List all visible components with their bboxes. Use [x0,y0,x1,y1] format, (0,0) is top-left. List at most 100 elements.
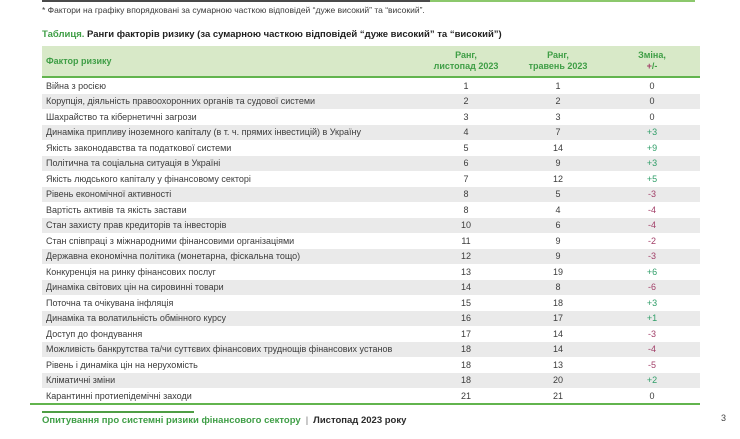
risk-factor-label: Війна з росією [46,80,106,91]
rank-november-value: 13 [460,266,471,277]
change-value: -2 [647,235,656,246]
table-row: Стан захисту прав кредиторів та інвестор… [42,217,700,233]
rank-november-value: 12 [460,251,471,262]
rank-november-value: 1 [463,80,469,91]
change-value: 0 [649,111,655,122]
rank-may-value: 3 [555,111,561,122]
risk-factor-label: Динаміка та волатильність обмінного курс… [46,313,226,324]
rank-november-value: 21 [460,390,471,401]
rank-may-value: 13 [552,359,563,370]
change-value: +2 [646,375,658,386]
rank-november-value: 3 [463,111,469,122]
chart-axis-line-fragment [42,0,430,2]
change-value: -3 [647,328,656,339]
rank-november-value: 10 [460,220,471,231]
table-row: Якість людського капіталу у фінансовому … [42,171,700,187]
footer-accent-line [42,411,194,413]
column-header-rank-november: Ранг, листопад 2023 [433,50,499,71]
change-slash-minus: /- [651,61,658,71]
change-value: +9 [646,142,658,153]
table-row: Стан співпраці з міжнародними фінансовим… [42,233,700,249]
rank-may-value: 9 [555,158,561,169]
rank-november-value: 7 [463,173,469,184]
footer-period: Листопад 2023 року [313,415,407,426]
change-value: -6 [647,282,656,293]
page-number: 3 [720,413,726,423]
table-row: Корупція, діяльність правоохоронних орга… [42,93,700,109]
risk-factor-label: Можливість банкрутства та/чи суттєвих фі… [46,344,393,355]
table-row: Вартість активів та якість застави 8 4 -… [42,202,700,218]
change-value: +6 [646,266,658,277]
change-value: +3 [646,127,658,138]
page-footer: Опитування про системні ризики фінансово… [42,415,406,426]
risk-factor-label: Вартість активів та якість застави [46,204,187,215]
table-row: Поточна та очікувана інфляція 15 18 +3 [42,295,700,311]
table-row: Політична та соціальна ситуація в Україн… [42,155,700,171]
table-row: Державна економічна політика (монетарна,… [42,248,700,264]
column-header-factor: Фактор ризику [46,56,112,66]
rank-may-value: 8 [555,282,561,293]
change-value: +3 [646,297,658,308]
rank-may-value: 14 [552,344,563,355]
table-row: Динаміка світових цін на сировинні товар… [42,279,700,295]
rank-may-value: 20 [552,375,563,386]
rank-november-value: 11 [461,235,471,246]
table-title-prefix: Таблиця. [42,29,85,40]
change-value: -4 [647,204,656,215]
rank-may-value: 14 [552,328,563,339]
chart-gridline-fragment [430,0,695,2]
column-header-change: Зміна, +/- [638,50,666,71]
table-row: Війна з росією 1 1 0 [42,78,700,94]
footer-report-title: Опитування про системні ризики фінансово… [42,415,301,426]
risk-factor-label: Якість людського капіталу у фінансовому … [46,173,251,184]
table-row: Кліматичні зміни 18 20 +2 [42,372,700,388]
rank-november-value: 15 [460,297,471,308]
table-body: Війна з росією 1 1 0 Корупція, діяльніст… [42,78,700,405]
rank-may-value: 14 [552,142,563,153]
table-row: Рівень і динаміка цін на нерухомість 18 … [42,357,700,373]
footer-separator: | [305,415,309,426]
rank-november-value: 18 [460,359,471,370]
risk-factor-label: Корупція, діяльність правоохоронних орга… [46,96,316,107]
rank-november-value: 5 [463,142,469,153]
rank-may-value: 2 [555,96,561,107]
rank-november-value: 14 [460,282,471,293]
change-value: -5 [647,359,656,370]
rank-may-value: 7 [555,127,561,138]
table-row: Якість законодавства та податкової систе… [42,140,700,156]
rank-may-value: 21 [552,390,563,401]
rank-november-value: 18 [460,344,471,355]
risk-factor-label: Стан співпраці з міжнародними фінансовим… [46,235,295,246]
table-row: Динаміка припливу іноземного капіталу (в… [42,124,700,140]
risk-factor-label: Стан захисту прав кредиторів та інвестор… [46,220,227,231]
table-row: Карантинні протиепідемічні заходи 21 21 … [42,388,700,404]
rank-may-value: 5 [555,189,561,200]
table-title-text: Ранги факторів ризику (за сумарною частк… [84,29,502,40]
risk-factor-label: Кліматичні зміни [46,375,116,386]
rank-may-value: 6 [555,220,561,231]
column-header-rank-may: Ранг, травень 2023 [528,50,588,71]
change-value: -4 [647,344,656,355]
rank-november-value: 17 [460,328,471,339]
change-value: 0 [649,80,655,91]
rank-november-value: 18 [460,375,471,386]
table-row: Можливість банкрутства та/чи суттєвих фі… [42,341,700,357]
change-value: +3 [646,158,658,169]
change-value: +1 [646,313,658,324]
change-value: -4 [647,220,656,231]
rank-november-value: 4 [463,127,469,138]
table-title: Таблиця. Ранги факторів ризику (за сумар… [42,29,722,40]
chart-footnote: * Фактори на графіку впорядковані за сум… [42,5,425,15]
risk-factor-label: Карантинні протиепідемічні заходи [46,390,192,401]
risk-factor-label: Державна економічна політика (монетарна,… [46,251,301,262]
risk-factor-label: Політична та соціальна ситуація в Україн… [46,158,221,169]
table-row: Конкуренція на ринку фінансових послуг 1… [42,264,700,280]
change-value: +5 [646,173,658,184]
risk-factor-label: Доступ до фондування [46,328,143,339]
risk-factor-label: Конкуренція на ринку фінансових послуг [46,266,216,277]
rank-november-value: 8 [463,189,469,200]
rank-may-value: 12 [552,173,563,184]
rank-may-value: 1 [555,80,561,91]
rank-may-value: 19 [552,266,563,277]
